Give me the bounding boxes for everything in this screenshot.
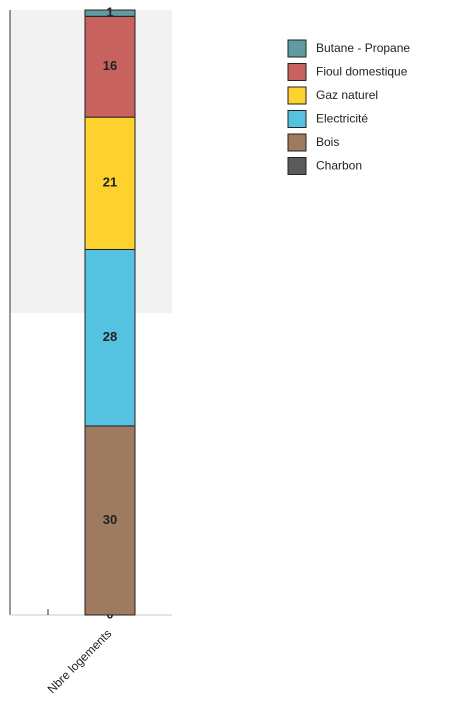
bar-segment <box>84 15 136 118</box>
data-label: 28 <box>103 329 117 344</box>
x-tick-label: Nbre logements <box>45 626 115 696</box>
legend-label: Gaz naturel <box>316 88 378 102</box>
legend-swatch <box>287 133 307 152</box>
bar-segment <box>84 116 136 250</box>
data-label: 30 <box>103 512 117 527</box>
data-label: 16 <box>103 58 117 73</box>
data-label: 1 <box>106 5 113 20</box>
legend-label: Bois <box>316 135 339 149</box>
legend-label: Fioul domestique <box>316 65 408 79</box>
bar-segment <box>84 248 136 427</box>
bar-segment <box>84 9 136 17</box>
legend-swatch <box>287 110 307 128</box>
legend-label: Electricité <box>316 112 368 126</box>
data-label: 21 <box>103 175 117 190</box>
legend-swatch <box>287 157 307 175</box>
legend-swatch <box>287 86 307 105</box>
legend-swatch <box>287 63 307 81</box>
legend-label: Charbon <box>316 159 362 173</box>
legend-swatch <box>287 39 307 58</box>
legend-label: Butane - Propane <box>316 41 410 55</box>
